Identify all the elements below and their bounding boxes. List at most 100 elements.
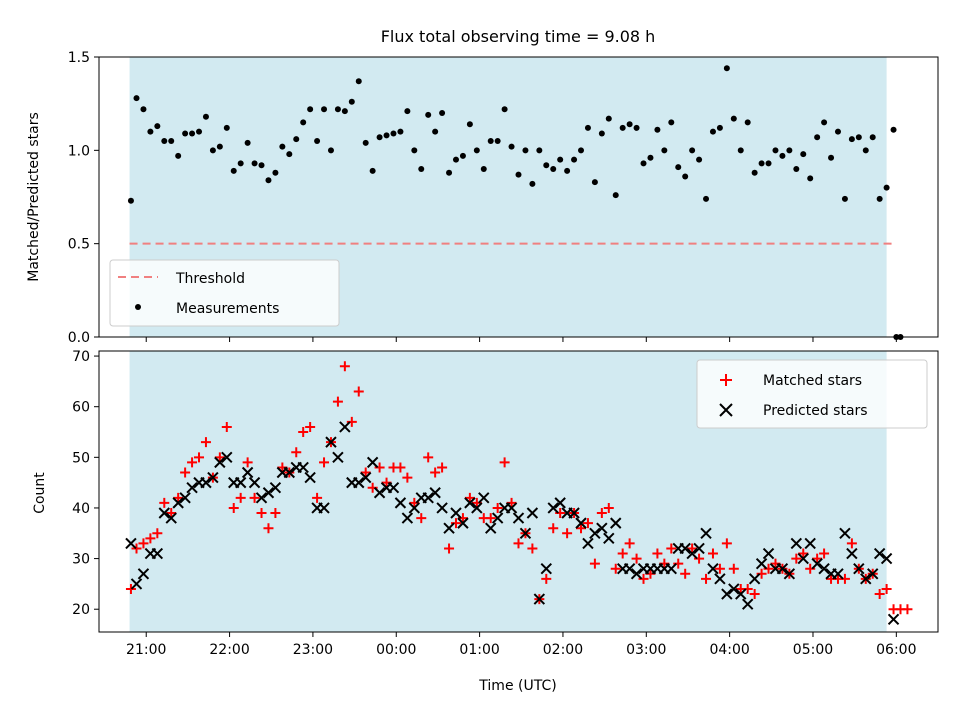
matched-stars-point [228,502,239,513]
matched-stars-point [457,513,468,524]
measurement-point [133,95,140,102]
predicted-stars-point [867,568,879,580]
measurement-point [862,147,869,154]
measurement-point [265,177,272,184]
x-tick-label: 23:00 [293,642,333,658]
measurement-point [633,124,640,131]
measurement-point [661,147,668,154]
predicted-stars-point [234,476,247,489]
matched-stars-point [596,508,607,519]
predicted-stars-point [332,451,344,464]
chart-title: Flux total observing time = 9.08 h [381,27,656,46]
predicted-stars-point [359,471,372,484]
measurement-point [154,123,161,130]
x-tick-label: 04:00 [709,642,749,658]
predicted-stars-point [373,487,386,499]
predicted-stars-point [596,522,608,534]
matched-stars-point [652,548,663,559]
measurement-point [696,156,703,163]
measurement-point [439,110,446,116]
x-tick-label: 06:00 [876,642,916,658]
matched-stars-point [673,558,684,569]
y-tick-label: 70 [72,349,90,365]
measurement-point [564,167,571,174]
measurement-point [418,166,425,172]
predicted-stars-point [207,471,219,484]
predicted-stars-point [422,492,434,504]
matched-stars-point [319,457,330,468]
measurement-point [584,124,591,131]
predicted-stars-point [179,492,191,504]
predicted-stars-point [485,522,497,534]
predicted-stars-point [297,461,309,474]
measurement-point [682,173,689,180]
matched-stars-point [506,497,517,508]
predicted-stars-point [575,517,587,529]
measurement-point [327,147,334,154]
matched-stars-point [701,573,712,584]
x-tick-label: 22:00 [209,642,249,658]
bottom-legend: Matched stars Predicted stars [696,359,928,429]
matched-stars-point [589,558,600,569]
measurement-point [473,147,480,154]
matched-stars-point [527,543,538,554]
matched-stars-point [346,416,357,427]
predicted-stars-point [151,547,164,560]
predicted-stars-point [505,502,518,514]
measurement-point [557,156,564,163]
predicted-stars-point [457,517,469,529]
predicted-stars-point [221,451,233,464]
matched-stars-point [125,583,136,594]
y-tick-label: 1.5 [68,50,90,66]
measurement-point [765,160,772,167]
predicted-stars-point [811,557,823,570]
matched-stars-point [200,437,211,448]
y-tick-label: 1.0 [68,143,90,159]
measurement-point [730,115,737,122]
matched-stars-point [548,523,559,534]
measurement-point [855,134,862,141]
matched-stars-point [131,543,142,554]
measurement-point [161,138,168,144]
measurement-point [779,152,786,159]
matched-stars-point [805,563,816,574]
ratio-panel: 0.0 0.5 1.0 1.5 Threshold Measurements [68,50,939,346]
matched-stars-point [499,457,510,468]
measurement-point [390,130,397,137]
x-axis-label: Time (UTC) [478,678,556,694]
measurement-point [279,143,286,150]
measurement-point [223,124,230,131]
matched-stars-point [707,548,718,559]
matched-stars-point [277,462,288,473]
matched-stars-point [742,583,753,594]
measurement-point [869,134,876,141]
predicted-stars-point [832,568,844,580]
x-tick-label: 02:00 [543,642,583,658]
x-tick-label: 05:00 [793,642,833,658]
predicted-stars-point [436,502,448,514]
measurement-point [383,132,390,139]
y-tick-label: 30 [72,552,90,568]
y-tick-label: 0.0 [68,330,90,346]
matched-stars-point [721,538,732,549]
predicted-stars-point [797,552,809,565]
matched-stars-point [242,457,253,468]
measurement-point [348,98,355,105]
matched-stars-point [576,523,587,534]
predicted-stars-point [700,527,712,539]
measurement-point [480,166,487,172]
predicted-stars-point [818,563,830,575]
axes-frame [98,350,939,633]
predicted-stars-point [762,547,775,560]
measurement-point [550,166,557,172]
predicted-stars-point [790,537,803,550]
matched-stars-point [694,553,705,564]
measurement-point [466,121,473,128]
predicted-stars-point [137,568,150,580]
matched-stars-point [298,427,309,438]
matched-stars-point [819,548,830,559]
measurement-point [668,119,675,126]
matched-stars-point [444,543,455,554]
measurement-point [807,175,814,182]
matched-stars-point [659,558,670,569]
